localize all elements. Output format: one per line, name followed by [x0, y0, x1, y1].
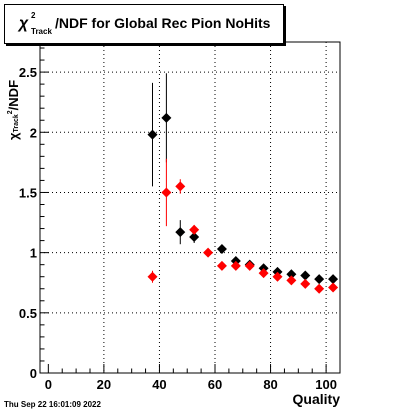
title-chi-symbol: χ [19, 15, 29, 32]
y-tick-label: 0.5 [19, 306, 37, 321]
y-axis-label-text: /NDF [6, 79, 21, 111]
series-0-point [175, 227, 186, 238]
chart-title: /NDF for Global Rec Pion NoHits [55, 15, 271, 31]
x-axis-label: Quality [292, 391, 340, 407]
title-chi-subscript: Track [31, 27, 52, 36]
series-1-point [272, 271, 283, 282]
plot-frame [39, 41, 341, 374]
series-1-point [216, 260, 227, 271]
series-1-point [258, 268, 269, 279]
timestamp-footer: Thu Sep 22 16:01:09 2022 [4, 400, 101, 409]
series-1-point [147, 271, 158, 282]
series-1-point [189, 224, 200, 235]
x-tick-label: 20 [97, 377, 111, 392]
grid-lines [40, 42, 340, 373]
series-1-point [286, 275, 297, 286]
y-tick-label: 1 [30, 246, 37, 261]
series-0-point [300, 270, 311, 281]
series-0-point [216, 244, 227, 255]
x-tick-label: 0 [45, 377, 52, 392]
y-tick-label: 0 [30, 366, 37, 381]
series-0-point [189, 231, 200, 242]
series-1-point [161, 187, 172, 198]
y-axis-chi-symbol: χ [6, 132, 21, 140]
series-1-point [230, 260, 241, 271]
y-axis-chi-superscript: 2 [7, 110, 14, 115]
axes: 0 0.5 1 1.5 2 2.5 0 20 40 60 80 100 [19, 47, 341, 392]
series-0-point [314, 274, 325, 285]
title-box: χ 2 Track /NDF for Global Rec Pion NoHit… [4, 4, 284, 44]
series-0-point [286, 269, 297, 280]
series-1-point [314, 283, 325, 294]
x-tick-label: 80 [263, 377, 277, 392]
y-tick-label: 1.5 [19, 185, 37, 200]
series-1-point [300, 278, 311, 289]
y-tick-label: 2 [30, 125, 37, 140]
series-1-point [244, 260, 255, 271]
y-axis-chi-subscript: Track [13, 114, 20, 133]
series-1-point [328, 282, 339, 293]
title-chi-superscript: 2 [31, 11, 36, 20]
x-tick-label: 100 [315, 377, 337, 392]
series-0-point [328, 274, 339, 285]
data-points [147, 73, 339, 294]
x-tick-label: 60 [208, 377, 222, 392]
series-0-point [161, 112, 172, 123]
y-tick-label: 2.5 [19, 65, 37, 80]
x-tick-label: 40 [152, 377, 166, 392]
series-0-point [147, 129, 158, 140]
series-1-point [203, 247, 214, 258]
series-1-point [175, 181, 186, 192]
y-axis-label: χTrack2/NDF [6, 80, 21, 150]
